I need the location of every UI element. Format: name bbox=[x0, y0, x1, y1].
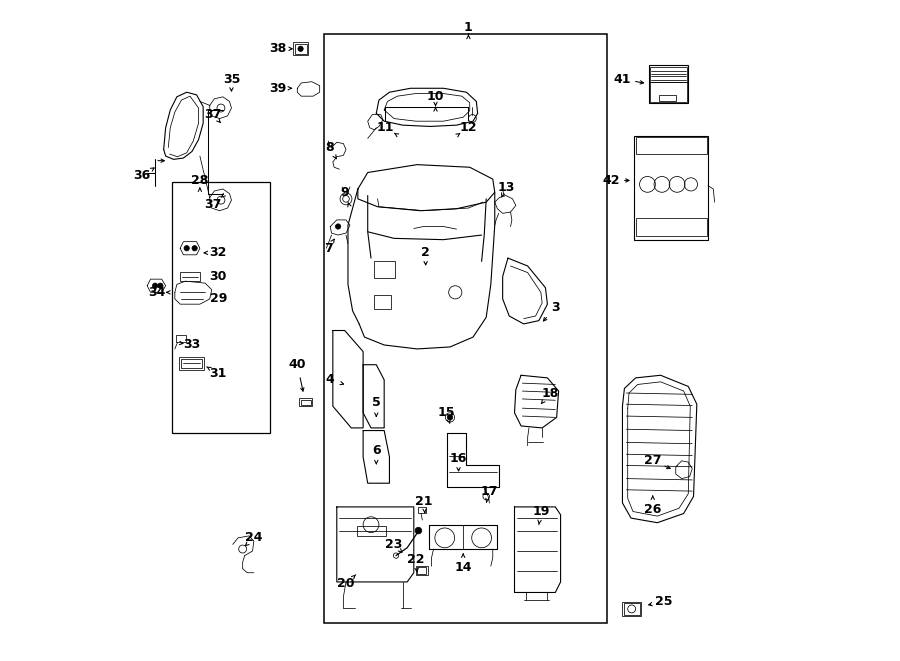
Text: 3: 3 bbox=[551, 301, 560, 314]
Text: 36: 36 bbox=[133, 169, 150, 182]
Text: 40: 40 bbox=[289, 358, 306, 371]
Text: 8: 8 bbox=[325, 141, 334, 154]
Bar bbox=[301, 400, 311, 405]
Text: 42: 42 bbox=[602, 174, 620, 187]
Bar bbox=[374, 261, 395, 278]
Text: 18: 18 bbox=[542, 387, 559, 399]
Bar bbox=[300, 399, 312, 407]
Text: 41: 41 bbox=[614, 73, 631, 85]
Bar bbox=[324, 34, 607, 623]
Circle shape bbox=[336, 224, 341, 229]
Text: 24: 24 bbox=[245, 531, 263, 545]
Circle shape bbox=[158, 283, 163, 288]
Text: 25: 25 bbox=[655, 595, 672, 608]
Bar bbox=[179, 357, 203, 370]
Text: 31: 31 bbox=[210, 367, 227, 380]
Bar bbox=[624, 603, 640, 615]
Text: 28: 28 bbox=[191, 174, 209, 187]
Bar bbox=[623, 602, 641, 616]
Text: 4: 4 bbox=[326, 373, 335, 387]
Text: 21: 21 bbox=[415, 495, 432, 508]
Bar bbox=[176, 335, 186, 342]
Text: 13: 13 bbox=[498, 180, 515, 194]
Text: 23: 23 bbox=[385, 538, 402, 551]
Bar bbox=[374, 295, 391, 309]
Text: 35: 35 bbox=[223, 73, 240, 85]
Bar bbox=[650, 83, 687, 102]
Circle shape bbox=[298, 46, 303, 52]
Text: 1: 1 bbox=[464, 21, 473, 34]
Bar bbox=[418, 507, 427, 514]
Text: 16: 16 bbox=[450, 452, 467, 465]
Text: 34: 34 bbox=[148, 286, 166, 299]
Text: 32: 32 bbox=[210, 247, 227, 259]
Circle shape bbox=[415, 527, 422, 534]
Text: 30: 30 bbox=[210, 270, 227, 283]
Text: 29: 29 bbox=[210, 292, 227, 305]
Bar bbox=[180, 272, 200, 281]
Bar bbox=[660, 95, 676, 101]
Bar bbox=[635, 137, 706, 154]
Bar bbox=[635, 218, 706, 237]
Bar bbox=[356, 526, 386, 536]
Text: 9: 9 bbox=[340, 186, 349, 199]
Text: 6: 6 bbox=[372, 444, 381, 457]
Text: 19: 19 bbox=[532, 505, 550, 518]
Bar bbox=[417, 567, 427, 574]
Text: 27: 27 bbox=[644, 454, 662, 467]
Text: 5: 5 bbox=[372, 397, 381, 409]
Text: 10: 10 bbox=[427, 91, 445, 103]
Circle shape bbox=[184, 246, 189, 251]
Bar bbox=[650, 67, 687, 83]
Bar bbox=[294, 44, 307, 54]
Circle shape bbox=[192, 246, 197, 251]
Text: 11: 11 bbox=[377, 121, 394, 134]
Text: 38: 38 bbox=[269, 42, 286, 56]
Text: 2: 2 bbox=[421, 247, 430, 259]
Bar bbox=[293, 42, 308, 56]
Bar bbox=[172, 182, 270, 432]
Bar bbox=[181, 359, 202, 368]
Text: 15: 15 bbox=[438, 407, 455, 419]
Text: 22: 22 bbox=[407, 553, 425, 566]
Text: 33: 33 bbox=[184, 338, 201, 352]
Text: 37: 37 bbox=[204, 108, 221, 121]
Bar bbox=[416, 566, 428, 575]
Bar bbox=[649, 65, 688, 103]
Text: 26: 26 bbox=[644, 503, 662, 516]
Bar bbox=[634, 136, 708, 240]
Text: 20: 20 bbox=[338, 578, 355, 590]
Circle shape bbox=[152, 283, 158, 288]
Text: 39: 39 bbox=[269, 82, 286, 95]
Circle shape bbox=[447, 414, 453, 420]
Text: 7: 7 bbox=[324, 242, 333, 254]
Text: 37: 37 bbox=[204, 198, 221, 211]
Text: 17: 17 bbox=[481, 485, 499, 498]
Text: 14: 14 bbox=[454, 561, 472, 574]
Text: 12: 12 bbox=[460, 121, 477, 134]
